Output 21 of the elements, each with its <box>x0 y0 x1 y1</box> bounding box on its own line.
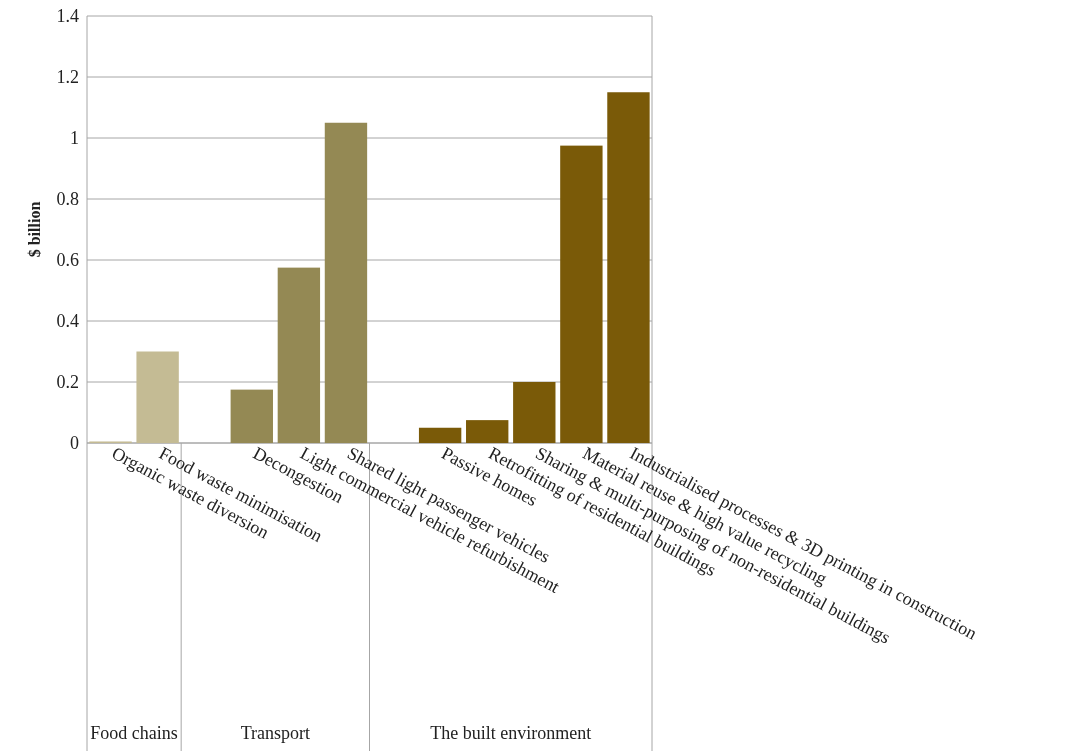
bar <box>418 427 462 443</box>
bar <box>277 267 321 443</box>
y-tick-label: 1 <box>70 128 79 149</box>
text: The built environment <box>430 723 592 743</box>
text: Food chains <box>90 723 178 743</box>
y-tick-label: 0 <box>70 433 79 454</box>
y-tick-label: 0.8 <box>56 189 79 210</box>
bar <box>230 389 273 443</box>
y-axis-title: $ billion <box>26 201 43 258</box>
y-tick-label: 1.2 <box>56 67 79 88</box>
y-tick-label: 0.4 <box>56 311 79 332</box>
bar <box>513 382 556 443</box>
bar <box>324 122 368 443</box>
bar <box>136 351 179 443</box>
y-tick-label: 0.2 <box>56 372 79 393</box>
text: Transport <box>240 723 311 743</box>
bar <box>560 145 603 443</box>
bar <box>466 420 509 443</box>
bar <box>607 92 650 443</box>
y-tick-label: 1.4 <box>56 6 79 27</box>
y-tick-label: 0.6 <box>56 250 79 271</box>
